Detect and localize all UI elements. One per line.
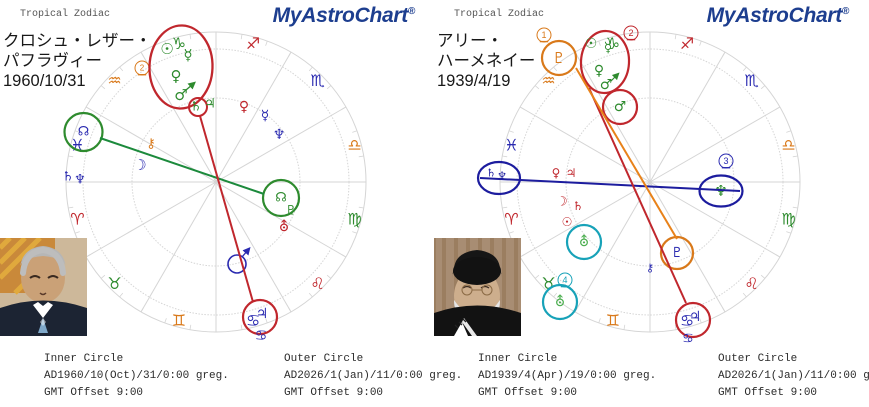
- svg-text:♍: ♍: [781, 210, 795, 229]
- svg-text:☿: ☿: [604, 40, 613, 56]
- svg-text:☉: ☉: [160, 40, 173, 58]
- svg-text:2: 2: [628, 28, 633, 38]
- svg-text:♄: ♄: [573, 199, 584, 213]
- svg-text:♄: ♄: [62, 170, 74, 185]
- svg-text:1: 1: [541, 30, 546, 40]
- svg-text:♆: ♆: [273, 127, 286, 143]
- svg-text:☿: ☿: [183, 46, 192, 64]
- svg-text:2: 2: [140, 64, 145, 73]
- svg-text:♈: ♈: [504, 210, 518, 229]
- svg-text:☊: ☊: [78, 125, 90, 140]
- svg-text:♂: ♂: [174, 86, 187, 104]
- svg-text:♌: ♌: [744, 274, 758, 293]
- svg-text:♎: ♎: [347, 135, 361, 154]
- svg-text:♊: ♊: [172, 311, 186, 330]
- svg-text:☽: ☽: [133, 156, 146, 174]
- svg-text:♋: ♋: [255, 328, 268, 344]
- svg-text:☉: ☉: [562, 215, 573, 229]
- svg-text:⚷: ⚷: [146, 137, 156, 152]
- svg-text:⚷: ⚷: [646, 262, 654, 275]
- svg-text:⛢: ⛢: [279, 219, 289, 235]
- svg-text:♊: ♊: [606, 311, 620, 330]
- svg-text:♐: ♐: [680, 34, 694, 53]
- svg-text:♏: ♏: [744, 71, 758, 90]
- svg-text:♉: ♉: [107, 274, 121, 293]
- svg-text:♂: ♂: [614, 99, 627, 115]
- svg-text:☉: ☉: [585, 36, 598, 52]
- svg-text:♃: ♃: [256, 306, 269, 322]
- svg-text:♃: ♃: [689, 309, 702, 325]
- svg-text:♏: ♏: [310, 71, 324, 90]
- svg-text:♐: ♐: [246, 34, 260, 53]
- svg-text:⛢: ⛢: [555, 294, 565, 310]
- svg-text:♎: ♎: [781, 135, 795, 154]
- svg-text:♒: ♒: [107, 71, 121, 90]
- svg-text:♍: ♍: [347, 210, 361, 229]
- svg-text:♀: ♀: [552, 166, 561, 180]
- svg-text:3: 3: [723, 156, 728, 166]
- svg-text:♌: ♌: [310, 274, 324, 293]
- svg-text:♃: ♃: [566, 166, 577, 180]
- svg-text:♇: ♇: [285, 204, 297, 219]
- svg-text:♆: ♆: [74, 173, 86, 188]
- svg-text:♂: ♂: [600, 77, 613, 93]
- svg-text:♆: ♆: [497, 170, 507, 183]
- svg-text:♋: ♋: [682, 332, 694, 347]
- svg-text:♈: ♈: [70, 210, 84, 229]
- svg-text:4: 4: [562, 275, 567, 285]
- svg-text:☽: ☽: [556, 195, 568, 210]
- svg-text:♇: ♇: [552, 49, 565, 67]
- svg-text:♀: ♀: [171, 67, 182, 85]
- svg-text:♓: ♓: [504, 135, 518, 154]
- svg-text:♀: ♀: [239, 99, 249, 115]
- svg-text:♇: ♇: [671, 245, 684, 261]
- svg-text:☿: ☿: [261, 108, 270, 124]
- svg-text:♃: ♃: [204, 97, 216, 112]
- svg-text:♄: ♄: [190, 100, 202, 115]
- svg-text:⛢: ⛢: [579, 234, 589, 250]
